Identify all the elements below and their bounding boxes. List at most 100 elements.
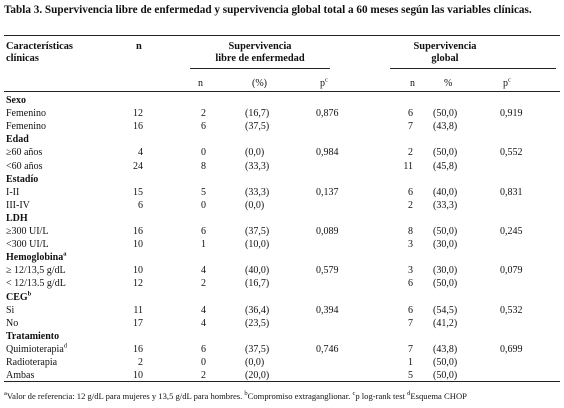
cell-sg-p: 0,552: [500, 147, 523, 159]
cell-sle-p: 0,579: [316, 265, 339, 277]
cell-label: ≥ 12/13,5 g/dL: [6, 265, 66, 277]
cell-n: 15: [133, 186, 143, 198]
cell-sle-pct: (0,0): [245, 199, 265, 211]
cell-sle-n: 4: [201, 304, 206, 316]
sub-p-dfs: pc: [320, 76, 328, 89]
sub-pct-dfs: (%): [252, 78, 267, 89]
cell-sle-pct: (16,7): [245, 278, 270, 290]
cell-sg-pct: (50,0): [433, 226, 458, 237]
cell-sle-n: 2: [201, 108, 206, 120]
cell-sle-pct: (37,5): [245, 121, 270, 133]
cell-sg-pct: (50,0): [433, 357, 458, 368]
cell-sg-pct: (45,8): [433, 160, 458, 172]
cell-sle-n: 5: [201, 186, 206, 198]
cell-sle-pct: (16,7): [245, 108, 270, 120]
cell-sle-n: 1: [201, 239, 206, 251]
cell-label: Si: [6, 304, 15, 316]
cell-sle-p: 0,746: [316, 343, 339, 355]
cell-sg-n: 5: [408, 370, 413, 382]
cell-label: ≥60 años: [6, 147, 43, 159]
cell-label: III-IV: [6, 199, 30, 211]
cell-sle-pct: (33,3): [245, 160, 270, 172]
os-subrule: [390, 68, 556, 69]
table-row: < 12/13.5 g/dL 12 2 (16,7) 6 (50,0): [0, 277, 564, 290]
cell-sg-pct: (40,0): [433, 186, 458, 198]
table-row: Femenino 12 2 (16,7) 0,876 6 (50,0) 0,919: [0, 107, 564, 120]
table-row: ≥300 UI/L 16 6 (37,5) 0,089 8 (50,0) 0,245: [0, 225, 564, 238]
cell-sg-n: 6: [408, 304, 413, 316]
cell-sg-n: 6: [408, 278, 413, 290]
sub-p-os: pc: [503, 76, 511, 89]
header-n: n: [136, 41, 142, 52]
cell-sg-pct: (43,8): [433, 121, 458, 133]
cell-sg-p: 0,919: [500, 108, 523, 120]
cell-sg-pct: (50,0): [433, 278, 458, 290]
header-col1-line1: Características: [6, 41, 73, 52]
dfs-subrule: [190, 68, 330, 69]
footnote: aValor de referencia: 12 g/dL para mujer…: [4, 390, 467, 401]
cell-sg-n: 3: [408, 239, 413, 251]
cell-sg-n: 11: [403, 160, 413, 172]
category-header: Estadío: [6, 173, 39, 185]
cell-sle-n: 0: [201, 199, 206, 211]
header-disease-free-survival: Supervivencia libre de enfermedad: [190, 41, 330, 65]
cell-n: 10: [133, 265, 143, 277]
top-rule: [4, 35, 560, 36]
cell-n: 11: [133, 304, 143, 316]
cell-sle-n: 8: [201, 160, 206, 172]
cell-sg-n: 7: [408, 343, 413, 355]
cell-sle-n: 4: [201, 317, 206, 329]
cell-sle-n: 2: [201, 278, 206, 290]
header-col1-line2: clínicas: [6, 53, 39, 64]
cell-sle-pct: (0,0): [245, 357, 265, 368]
cell-label: No: [6, 317, 19, 329]
header-dfs-line2: libre de enfermedad: [215, 53, 305, 64]
cell-sg-p: 0,079: [500, 265, 523, 277]
header-dfs-line1: Supervivencia: [228, 41, 292, 52]
cell-n: 24: [133, 160, 143, 172]
table-row: ≥60 años 4 0 (0,0) 0,984 2 (50,0) 0,552: [0, 146, 564, 159]
table-title: Tabla 3. Supervivencia libre de enfermed…: [4, 4, 532, 16]
cell-n: 16: [133, 343, 143, 355]
cell-sg-n: 3: [408, 265, 413, 277]
cell-sle-p: 0,089: [316, 226, 339, 237]
cell-sg-p: 0,532: [500, 304, 523, 316]
header-os-line1: Supervivencia: [413, 41, 477, 52]
table-row: I-II 15 5 (33,3) 0,137 6 (40,0) 0,831: [0, 186, 564, 199]
cell-sg-p: 0,245: [500, 226, 523, 237]
cell-sle-pct: (37,5): [245, 343, 270, 355]
cell-n: 2: [138, 357, 143, 368]
cell-sle-p: 0,984: [316, 147, 339, 159]
cell-sg-n: 6: [408, 186, 413, 198]
cell-sg-pct: (50,0): [433, 147, 458, 159]
cell-sle-p: 0,137: [316, 186, 339, 198]
cell-label: < 12/13.5 g/dL: [6, 278, 66, 290]
cell-sle-pct: (33,3): [245, 186, 270, 198]
header-os-line2: global: [431, 53, 459, 64]
table-row: No 17 4 (23,5) 7 (41,2): [0, 317, 564, 330]
header-overall-survival: Supervivencia global: [390, 41, 500, 65]
cell-sg-pct: (41,2): [433, 317, 458, 329]
cell-label: Radioterapia: [6, 357, 58, 368]
header-characteristics: Características clínicas: [6, 41, 73, 65]
cell-sg-p: 0,699: [500, 343, 523, 355]
header-bottom-rule: [4, 91, 560, 92]
sub-n-dfs: n: [198, 78, 203, 89]
bottom-rule: [4, 381, 560, 382]
cell-sle-pct: (36,4): [245, 304, 270, 316]
cell-sg-pct: (50,0): [433, 108, 458, 120]
cell-n: 12: [133, 278, 143, 290]
cell-sg-n: 7: [408, 317, 413, 329]
cell-sg-pct: (54,5): [433, 304, 458, 316]
cell-sg-n: 6: [408, 108, 413, 120]
cell-sle-p: 0,876: [316, 108, 339, 120]
table-row: ≥ 12/13,5 g/dL 10 4 (40,0) 0,579 3 (30,0) 0,079: [0, 264, 564, 277]
cell-sle-n: 0: [201, 357, 206, 368]
cell-n: 6: [138, 199, 143, 211]
category-header: CEGb: [6, 290, 32, 303]
cell-label: ≥300 UI/L: [6, 226, 49, 237]
cell-sle-n: 2: [201, 370, 206, 382]
table-row: Radioterapia 2 0 (0,0) 1 (50,0): [0, 356, 564, 369]
category-header: Sexo: [6, 95, 26, 106]
